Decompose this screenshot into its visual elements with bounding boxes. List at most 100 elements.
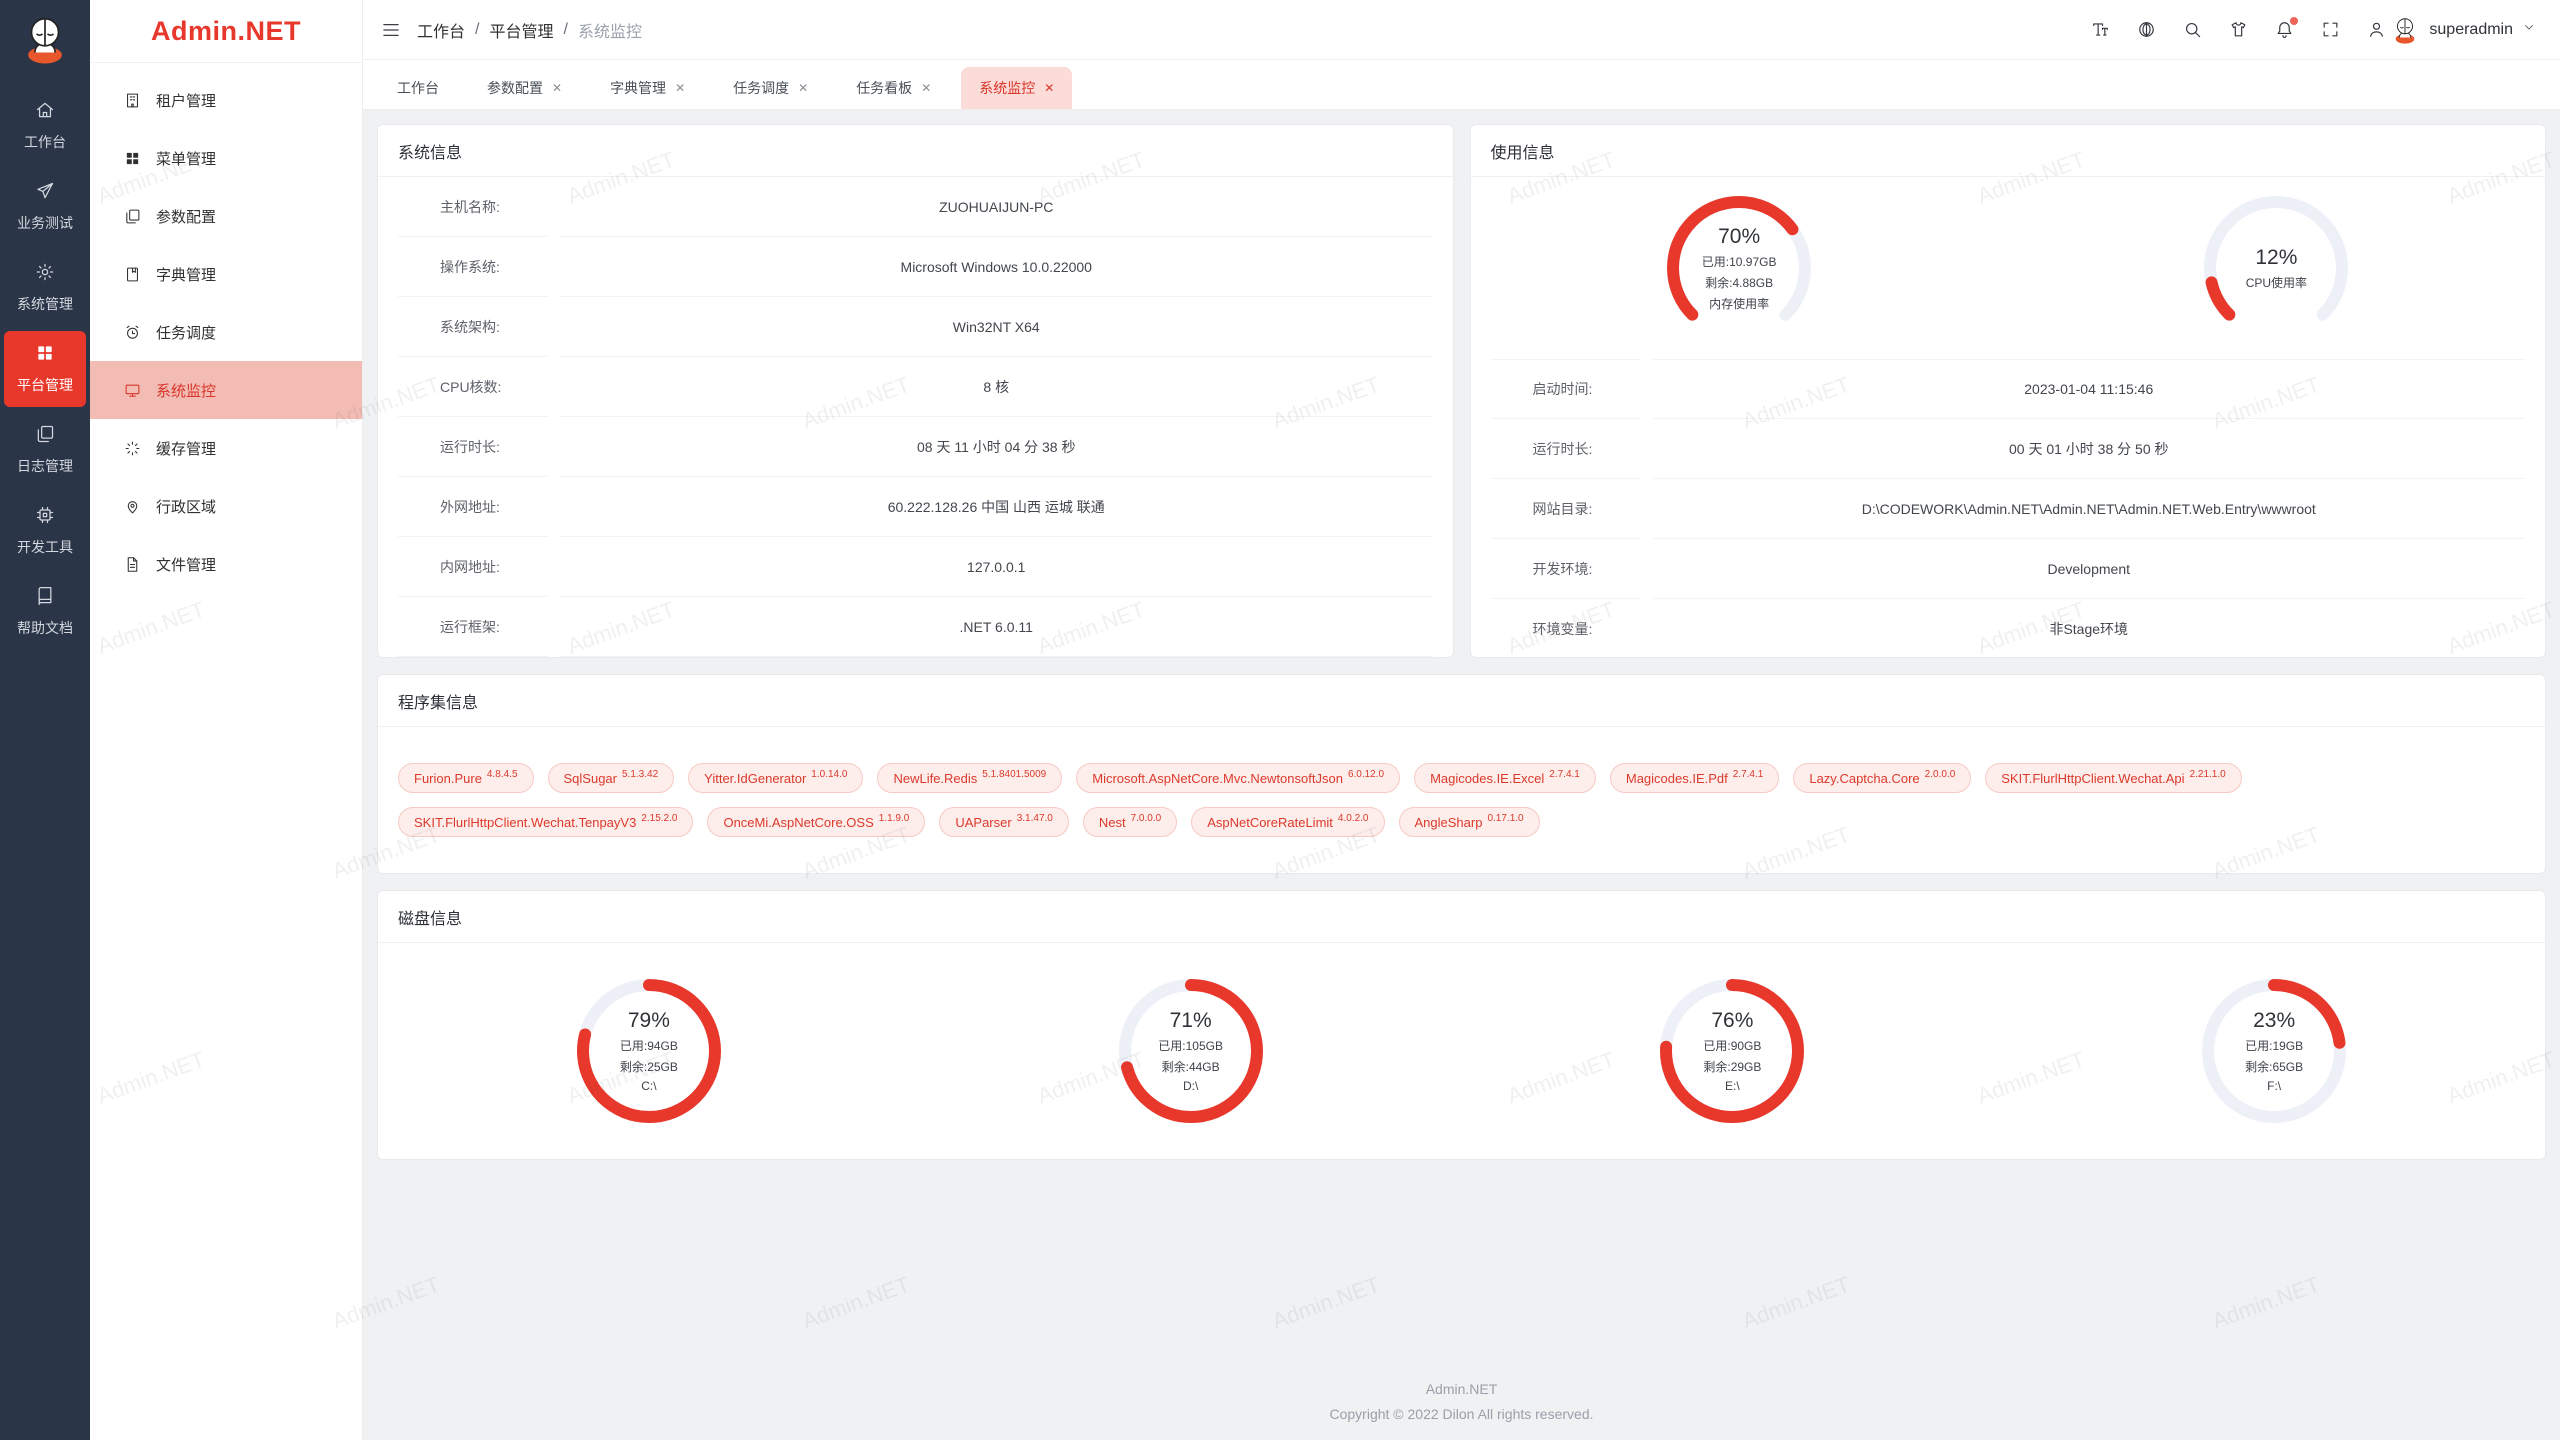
- system-info-card: 系统信息 主机名称: ZUOHUAIJUN-PC 操作系统: Microsoft Wi…: [377, 124, 1454, 658]
- assembly-tag: Microsoft.AspNetCore.Mvc.NewtonsoftJson 6…: [1076, 763, 1401, 793]
- theme-icon[interactable]: [2229, 20, 2248, 39]
- info-row: 启动时间: 2023-01-04 11:15:46: [1490, 359, 2525, 419]
- notification-icon[interactable]: [2275, 17, 2299, 39]
- fullscreen-icon[interactable]: [2321, 20, 2340, 39]
- breadcrumb: 工作台 / 平台管理 / 系统监控: [417, 18, 642, 42]
- user-menu[interactable]: superadmin: [2390, 15, 2536, 45]
- breadcrumb-item[interactable]: 平台管理: [489, 23, 554, 41]
- tab-task-schedule[interactable]: 任务调度 ✕: [715, 67, 826, 109]
- info-gap: [1641, 599, 1653, 657]
- assembly-version: 2.21.1.0: [2189, 768, 2226, 780]
- assembly-version: 1.1.9.0: [878, 812, 910, 824]
- rail-item-label: 日志管理: [17, 458, 73, 474]
- assembly-version: 2.7.4.1: [1549, 768, 1580, 780]
- gauge-percent: 79%: [627, 1009, 670, 1032]
- top-cards-row: 系统信息 主机名称: ZUOHUAIJUN-PC 操作系统: Microsoft Wi…: [377, 124, 2546, 658]
- tab-close-icon[interactable]: ✕: [675, 81, 686, 95]
- info-gap: [1641, 479, 1653, 539]
- info-label: 开发环境:: [1490, 539, 1641, 599]
- rail-item-system-admin[interactable]: 系统管理: [4, 250, 86, 326]
- info-value: 2023-01-04 11:15:46: [1652, 359, 2525, 419]
- monitor-icon: [124, 382, 141, 399]
- info-label: 主机名称:: [398, 177, 548, 237]
- assembly-name: Lazy.Captcha.Core: [1809, 770, 1920, 786]
- tab-system-monitor[interactable]: 系统监控 ✕: [961, 67, 1073, 109]
- send-icon: [35, 181, 55, 206]
- page-footer: Admin.NET Copyright © 2022 Dilon All rig…: [377, 1381, 2546, 1440]
- app-avatar[interactable]: [18, 12, 72, 66]
- gauge-percent: 76%: [1711, 1009, 1754, 1032]
- gauge-line: E:\: [1725, 1079, 1740, 1093]
- sidebar-item-param-config[interactable]: 参数配置: [90, 187, 362, 245]
- rail-item-business-test[interactable]: 业务测试: [4, 169, 86, 245]
- sidebar-item-tenant[interactable]: 租户管理: [90, 71, 362, 129]
- language-icon[interactable]: [2137, 20, 2156, 39]
- assembly-tag: NewLife.Redis 5.1.8401.5009: [877, 763, 1063, 793]
- usage-gauges: 70% 已用:10.97GB 剩余:4.88GB 内存使用率 12% CPU使用率: [1471, 177, 2546, 359]
- info-value: ZUOHUAIJUN-PC: [560, 177, 1433, 237]
- footer-title: Admin.NET: [1425, 1381, 1498, 1397]
- memory-gauge: 70% 已用:10.97GB 剩余:4.88GB 内存使用率: [1654, 188, 1824, 348]
- tab-param-config[interactable]: 参数配置 ✕: [469, 67, 580, 109]
- sidebar-item-dict[interactable]: 字典管理: [90, 245, 362, 303]
- info-value: 非Stage环境: [1653, 599, 2526, 657]
- search-icon[interactable]: [2183, 20, 2202, 39]
- book-icon: [35, 586, 55, 611]
- sidebar-item-cache[interactable]: 缓存管理: [90, 419, 362, 477]
- info-value: 127.0.0.1: [560, 537, 1433, 597]
- content-area: 系统信息 主机名称: ZUOHUAIJUN-PC 操作系统: Microsoft Wi…: [363, 110, 2560, 1440]
- disks-card: 磁盘信息 79% 已用:94GB 剩余:25GB C:\ 71% 已用:105GB 剩余:…: [377, 890, 2546, 1160]
- tab-close-icon[interactable]: ✕: [798, 81, 809, 95]
- tab-task-board[interactable]: 任务看板 ✕: [838, 67, 949, 109]
- breadcrumb-item[interactable]: 工作台: [417, 23, 466, 41]
- assembly-name: SKIT.FlurlHttpClient.Wechat.TenpayV3: [414, 814, 637, 830]
- info-gap: [548, 597, 560, 657]
- rail-item-log-admin[interactable]: 日志管理: [4, 412, 86, 488]
- assembly-tag: OnceMi.AspNetCore.OSS 1.1.9.0: [707, 807, 926, 837]
- info-gap: [548, 417, 560, 477]
- tab-workbench[interactable]: 工作台: [379, 67, 457, 109]
- sidebar-item-label: 行政区域: [156, 498, 217, 516]
- disk-gauge-c: 79% 已用:94GB 剩余:25GB C:\: [564, 971, 734, 1131]
- rail-item-help-docs[interactable]: 帮助文档: [4, 574, 86, 650]
- info-label: 运行时长:: [1490, 419, 1641, 479]
- notebook-icon: [124, 266, 141, 283]
- file-icon: [124, 556, 141, 573]
- info-row: 运行时长: 00 天 01 小时 38 分 50 秒: [1490, 419, 2525, 479]
- tabs-bar: 工作台 参数配置 ✕ 字典管理 ✕ 任务调度 ✕ 任务看板 ✕ 系统监控 ✕: [363, 60, 2560, 110]
- menu-collapse-icon[interactable]: [381, 20, 401, 40]
- grid-icon: [124, 150, 141, 167]
- gauge-line: 内存使用率: [1709, 296, 1770, 311]
- assembly-name: Magicodes.IE.Pdf: [1625, 770, 1728, 786]
- info-row: 操作系统: Microsoft Windows 10.0.22000: [398, 237, 1433, 297]
- info-label: 操作系统:: [398, 237, 548, 297]
- info-row: 运行时长: 08 天 11 小时 04 分 38 秒: [398, 417, 1433, 477]
- sidebar-item-task-schedule[interactable]: 任务调度: [90, 303, 362, 361]
- info-gap: [548, 237, 560, 297]
- sidebar-item-label: 参数配置: [156, 208, 217, 226]
- assembly-tag: Nest 7.0.0.0: [1082, 807, 1178, 837]
- topbar-actions: [2091, 17, 2386, 39]
- rail-item-dev-tools[interactable]: 开发工具: [4, 493, 86, 569]
- font-size-icon[interactable]: [2091, 20, 2110, 39]
- tab-dict[interactable]: 字典管理 ✕: [592, 67, 703, 109]
- sidebar-item-file[interactable]: 文件管理: [90, 535, 362, 593]
- assembly-version: 2.7.4.1: [1732, 768, 1764, 780]
- tab-close-icon[interactable]: ✕: [552, 81, 563, 95]
- tab-close-icon[interactable]: ✕: [921, 81, 932, 95]
- assembly-tag: UAParser 3.1.47.0: [939, 807, 1069, 837]
- assembly-name: Nest: [1098, 814, 1126, 830]
- tab-close-icon[interactable]: ✕: [1044, 81, 1055, 95]
- topbar: 工作台 / 平台管理 / 系统监控 superadmin: [363, 0, 2560, 60]
- rail-item-platform-admin[interactable]: 平台管理: [4, 331, 86, 407]
- usage-info-card: 使用信息 70% 已用:10.97GB 剩余:4.88GB 内存使用率 12% CPU使…: [1469, 124, 2546, 658]
- sidebar-item-system-monitor[interactable]: 系统监控: [90, 361, 362, 419]
- location-icon: [124, 498, 141, 515]
- info-value: Development: [1652, 539, 2525, 599]
- sidebar-item-region[interactable]: 行政区域: [90, 477, 362, 535]
- assembly-version: 7.0.0.0: [1130, 812, 1162, 824]
- rail-item-workbench[interactable]: 工作台: [4, 88, 86, 164]
- sidebar-item-menu[interactable]: 菜单管理: [90, 129, 362, 187]
- profile-icon[interactable]: [2367, 20, 2386, 39]
- info-row: 运行框架: .NET 6.0.11: [398, 597, 1433, 657]
